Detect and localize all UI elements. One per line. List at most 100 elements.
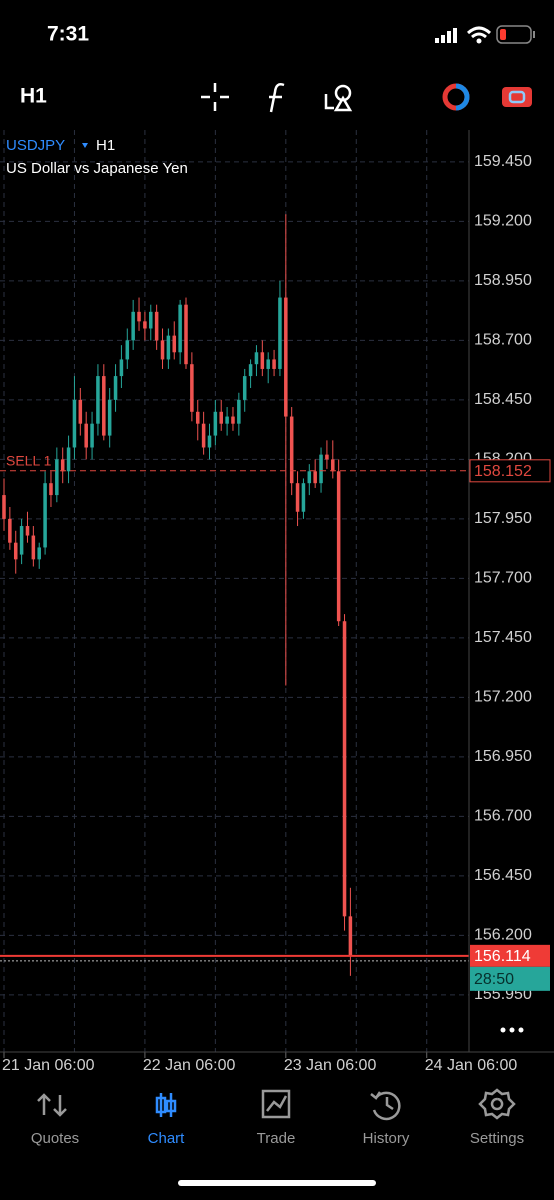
candle-body bbox=[219, 411, 223, 424]
tab-icon[interactable] bbox=[370, 1091, 401, 1121]
signal-icon bbox=[435, 28, 457, 43]
price-label: 157.450 bbox=[474, 629, 532, 646]
price-label: 159.450 bbox=[474, 153, 532, 170]
order-price-box bbox=[469, 459, 551, 483]
tab-label[interactable]: Trade bbox=[257, 1130, 296, 1147]
tab-label[interactable]: Settings bbox=[470, 1130, 524, 1147]
crosshair-button[interactable] bbox=[201, 83, 229, 111]
candle-body bbox=[190, 364, 194, 412]
candle-body bbox=[72, 399, 77, 448]
candle-body bbox=[201, 423, 206, 448]
symbol-dropdown[interactable] bbox=[82, 143, 88, 148]
price-label: 159.200 bbox=[474, 213, 532, 230]
bid-box bbox=[470, 944, 550, 967]
candle-body bbox=[307, 471, 312, 484]
battery-tip bbox=[533, 31, 535, 38]
order-price: 158.152 bbox=[474, 463, 532, 480]
candle-body bbox=[172, 335, 177, 353]
candle-body bbox=[113, 376, 118, 400]
candle-body bbox=[225, 416, 229, 424]
candle-body bbox=[13, 542, 18, 560]
candle-body bbox=[55, 459, 59, 496]
order-label: SELL 1 bbox=[6, 453, 52, 469]
tab-label[interactable]: Chart bbox=[148, 1130, 186, 1147]
candle-body bbox=[207, 435, 212, 448]
symbol-name[interactable]: USDJPY bbox=[6, 137, 65, 154]
candle-body bbox=[102, 376, 106, 436]
candle-body bbox=[49, 483, 53, 496]
battery-level bbox=[500, 29, 506, 40]
status-time: 7:31 bbox=[47, 23, 89, 46]
candle-body bbox=[213, 411, 218, 436]
tab-icon[interactable] bbox=[155, 1093, 177, 1117]
trade-button[interactable] bbox=[442, 83, 470, 111]
candle-body bbox=[272, 359, 276, 369]
candle-body bbox=[325, 454, 329, 460]
candle-body bbox=[237, 399, 241, 424]
price-label: 157.700 bbox=[474, 570, 532, 587]
home-indicator bbox=[178, 1180, 376, 1186]
price-label: 157.950 bbox=[474, 510, 532, 527]
objects-button[interactable] bbox=[324, 84, 353, 112]
indicators-button[interactable] bbox=[269, 83, 285, 113]
symbol-description: US Dollar vs Japanese Yen bbox=[6, 160, 188, 177]
candle-body bbox=[90, 423, 94, 448]
candle-body bbox=[331, 459, 335, 472]
candle-body bbox=[8, 518, 12, 543]
candle-body bbox=[149, 311, 153, 329]
candle-body bbox=[336, 471, 341, 622]
tab-label[interactable]: History bbox=[363, 1130, 410, 1147]
candle-body bbox=[160, 340, 165, 360]
bid-price: 156.114 bbox=[474, 948, 531, 965]
price-label: 158.700 bbox=[474, 332, 532, 349]
wifi-dot bbox=[476, 38, 482, 44]
candle-body bbox=[184, 304, 188, 365]
chart-area[interactable] bbox=[0, 130, 469, 1058]
candle-body bbox=[131, 311, 135, 341]
tab-icon[interactable] bbox=[478, 1088, 516, 1120]
time-label: 21 Jan 06:00 bbox=[2, 1057, 95, 1074]
candle-body bbox=[260, 352, 265, 369]
candle-body bbox=[166, 335, 171, 360]
account-button[interactable] bbox=[502, 87, 532, 107]
candle-body bbox=[154, 311, 159, 341]
candle-body bbox=[301, 483, 306, 512]
candle-body bbox=[125, 340, 130, 360]
timeframe-button[interactable]: H1 bbox=[20, 85, 47, 108]
candle-body bbox=[284, 297, 288, 417]
more-button[interactable] bbox=[500, 1027, 524, 1033]
candle-body bbox=[107, 399, 112, 436]
price-label: 156.200 bbox=[474, 927, 532, 944]
candle-body bbox=[342, 621, 347, 917]
candle-body bbox=[78, 399, 83, 424]
candle-body bbox=[348, 916, 353, 956]
candle-body bbox=[242, 376, 247, 400]
candle-body bbox=[2, 495, 6, 519]
candle-body bbox=[119, 359, 124, 377]
tab-bar: Quotes Chart Trade History Settings bbox=[31, 1088, 524, 1147]
candle-body bbox=[289, 416, 294, 484]
candle-body bbox=[295, 483, 300, 512]
candle-body bbox=[319, 454, 323, 484]
candle-body bbox=[248, 364, 253, 377]
price-label: 157.200 bbox=[474, 689, 532, 706]
time-label: 22 Jan 06:00 bbox=[143, 1057, 236, 1074]
candle-body bbox=[178, 304, 182, 353]
time-label: 24 Jan 06:00 bbox=[425, 1057, 518, 1074]
tab-label[interactable]: Quotes bbox=[31, 1130, 79, 1147]
chart-timeframe: H1 bbox=[96, 137, 115, 154]
candle-body bbox=[231, 416, 235, 424]
price-label: 156.450 bbox=[474, 867, 532, 884]
candle-body bbox=[25, 526, 30, 536]
candle-body bbox=[266, 359, 270, 369]
battery-icon bbox=[496, 25, 532, 44]
tab-icon[interactable] bbox=[261, 1089, 291, 1119]
candle-body bbox=[19, 526, 24, 555]
wifi-icon bbox=[466, 26, 492, 39]
price-label: 158.450 bbox=[474, 391, 532, 408]
candle-body bbox=[84, 423, 88, 448]
tab-icon[interactable] bbox=[37, 1093, 67, 1117]
